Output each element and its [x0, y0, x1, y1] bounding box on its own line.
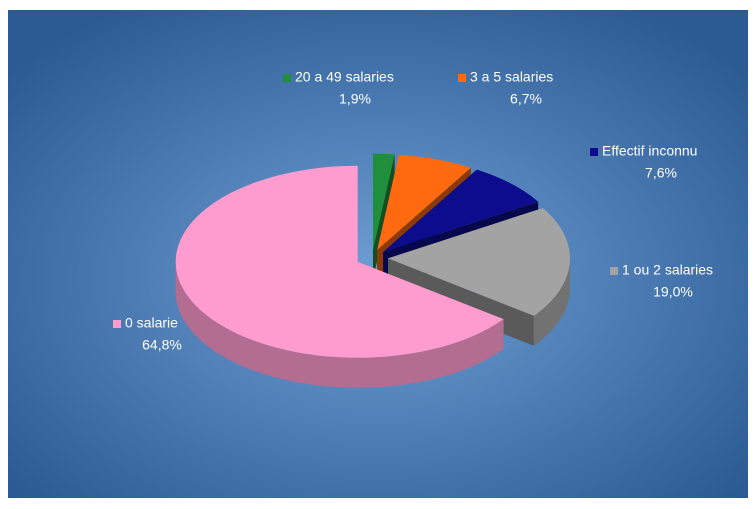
legend-swatch — [590, 148, 598, 156]
slice-group — [175, 165, 504, 388]
slice-value-label: 1,9% — [339, 91, 371, 107]
slice — [383, 169, 539, 252]
slice — [377, 154, 471, 251]
slice-side — [175, 261, 504, 388]
slice-value-label: 64,8% — [142, 337, 182, 353]
legend-swatch — [610, 267, 618, 275]
legend-swatch — [283, 74, 291, 82]
slice-label: 20 a 49 salaries — [295, 69, 394, 85]
slice — [387, 207, 570, 316]
slice — [372, 153, 395, 250]
legend-swatch — [113, 320, 121, 328]
slice-label: Effectif inconnu — [602, 143, 697, 159]
slice-side — [533, 258, 570, 346]
slice-value-label: 19,0% — [653, 284, 693, 300]
slice-value-label: 7,6% — [645, 165, 677, 181]
slice-label: 1 ou 2 salaries — [622, 262, 713, 278]
slice — [175, 165, 504, 358]
slice-value-label: 6,7% — [510, 91, 542, 107]
slice-label: 0 salarie — [125, 315, 178, 331]
slice-label: 3 a 5 salaries — [470, 69, 553, 85]
legend-swatch — [458, 74, 466, 82]
